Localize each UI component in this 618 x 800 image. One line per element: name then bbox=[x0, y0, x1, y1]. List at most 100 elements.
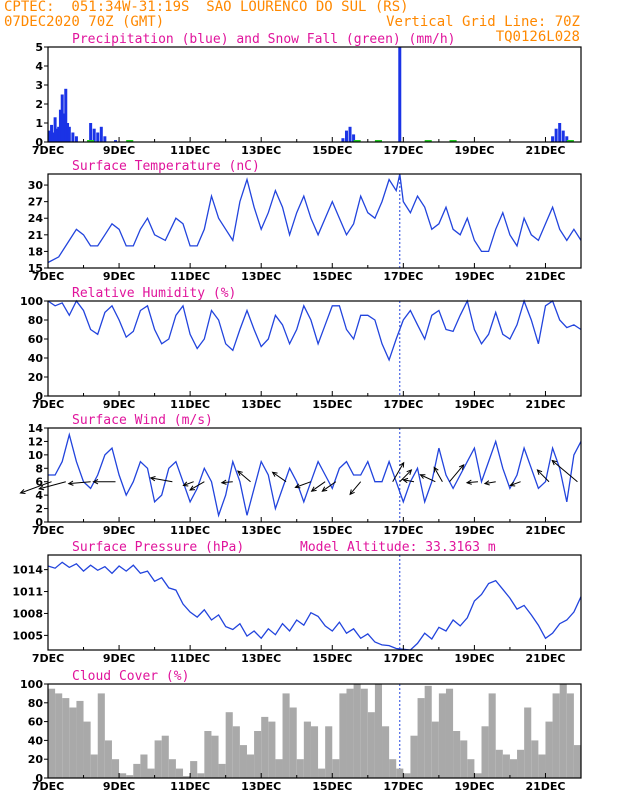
wind-arrowhead bbox=[38, 485, 45, 491]
cloud-bar bbox=[467, 759, 475, 778]
x-tick-label: 19DEC bbox=[454, 780, 494, 793]
wind-vector bbox=[510, 481, 521, 486]
y-tick-label: 0 bbox=[35, 772, 43, 785]
wind-arrowhead bbox=[310, 486, 317, 492]
x-tick-label: 19DEC bbox=[454, 524, 494, 537]
precip-bar bbox=[348, 126, 352, 142]
precip-bar bbox=[551, 136, 555, 142]
cloud-bar bbox=[303, 721, 311, 778]
cloud-bar bbox=[254, 731, 262, 778]
wind-arrowhead bbox=[189, 485, 196, 491]
x-tick-label: 15DEC bbox=[312, 398, 352, 411]
x-tick-label: 21DEC bbox=[525, 398, 565, 411]
wind-arrowhead bbox=[19, 489, 26, 494]
x-tick-label: 7DEC bbox=[32, 524, 64, 537]
series-line bbox=[48, 432, 582, 518]
cloud-bar bbox=[246, 754, 255, 778]
x-tick-label: 13DEC bbox=[241, 398, 281, 411]
precip-bar bbox=[57, 126, 61, 142]
wind-arrowhead bbox=[402, 477, 409, 484]
cloud-bar bbox=[97, 693, 105, 778]
cloud-bar bbox=[495, 749, 503, 778]
cloud-bar bbox=[382, 726, 390, 778]
cloud-bar bbox=[559, 684, 567, 778]
cloud-bar bbox=[147, 768, 155, 778]
wind-arrowhead bbox=[220, 479, 227, 485]
header-date: 07DEC2020 70Z (GMT) bbox=[4, 14, 165, 30]
y-tick-label: 80 bbox=[28, 697, 44, 710]
cloud-bar bbox=[332, 759, 340, 778]
precip-bar bbox=[561, 130, 565, 142]
cloud-bar bbox=[183, 776, 191, 778]
wind-arrowhead bbox=[271, 471, 278, 477]
precip-bar bbox=[114, 140, 118, 142]
panel-0: 0 1 2 3 4 5 7DEC 9DEC 11DEC 13DEC 15DEC 17DEC 19DEC 2… bbox=[32, 32, 582, 157]
x-tick-label: 15DEC bbox=[312, 652, 352, 665]
series-line bbox=[47, 173, 582, 264]
panel-5: 0 20 40 60 80 100 7DEC 9DEC 11DEC 13DEC 15DEC 17DEC… bbox=[20, 669, 582, 793]
cloud-bar bbox=[161, 735, 169, 778]
cloud-bar bbox=[232, 726, 240, 778]
cloud-bar bbox=[566, 693, 574, 778]
wind-vector bbox=[68, 481, 91, 485]
cloud-bar bbox=[204, 731, 212, 778]
wind-arrowhead bbox=[149, 476, 156, 482]
wind-arrowhead bbox=[465, 479, 472, 485]
cloud-bar bbox=[90, 754, 98, 778]
cloud-bar bbox=[353, 684, 361, 778]
wind-vector bbox=[551, 460, 578, 483]
y-tick-label: 20 bbox=[28, 371, 44, 384]
wind-arrowhead bbox=[92, 479, 99, 485]
precip-bar bbox=[62, 113, 66, 142]
cloud-bar bbox=[367, 712, 375, 778]
cloud-bar bbox=[225, 712, 233, 778]
cloud-bar bbox=[55, 693, 63, 778]
x-tick-label: 9DEC bbox=[103, 144, 135, 157]
y-tick-label: 2 bbox=[35, 503, 43, 516]
panel-title: Relative Humidity (%) bbox=[72, 286, 236, 301]
cloud-bar bbox=[524, 707, 532, 778]
cloud-bar bbox=[410, 735, 418, 778]
wind-vector bbox=[433, 467, 443, 482]
x-tick-label: 17DEC bbox=[383, 144, 423, 157]
y-tick-label: 0 bbox=[35, 390, 43, 403]
cloud-bar bbox=[111, 759, 120, 778]
cloud-bar bbox=[140, 754, 148, 778]
y-tick-label: 14 bbox=[28, 422, 44, 435]
y-tick-label: 0 bbox=[35, 516, 43, 529]
plot-frame bbox=[47, 46, 582, 143]
cloud-bar bbox=[168, 759, 176, 778]
precip-bar bbox=[92, 128, 96, 142]
wind-arrowhead bbox=[509, 481, 516, 487]
cloud-bar bbox=[481, 726, 489, 778]
precip-bar bbox=[341, 138, 345, 142]
wind-vector bbox=[183, 481, 194, 486]
precip-bar bbox=[64, 88, 68, 142]
cloud-bar bbox=[318, 768, 326, 778]
x-tick-label: 13DEC bbox=[241, 270, 281, 283]
panel-title: Precipitation (blue) and Snow Fall (gree… bbox=[72, 32, 456, 47]
panel-title: Cloud Cover (%) bbox=[72, 669, 189, 684]
precip-bar bbox=[554, 128, 558, 142]
plot-frame bbox=[47, 173, 582, 269]
panel-1: 15 18 21 24 27 30 7DEC 9DEC 11DEC 13DEC 15DEC 17DEC… bbox=[28, 159, 582, 283]
y-tick-label: 100 bbox=[20, 295, 43, 308]
plot-frame bbox=[47, 683, 582, 779]
precip-bar bbox=[58, 109, 62, 142]
x-tick-label: 11DEC bbox=[170, 652, 210, 665]
cloud-bar bbox=[239, 745, 247, 778]
precip-bar bbox=[53, 117, 57, 142]
panel-2: 0 20 40 60 80 100 7DEC 9DEC 11DEC 13DEC 15DEC 17DEC… bbox=[20, 286, 582, 411]
x-tick-label: 17DEC bbox=[383, 398, 423, 411]
cloud-bar bbox=[460, 740, 468, 778]
wind-vector bbox=[39, 481, 66, 490]
wind-arrowhead bbox=[433, 466, 439, 473]
cloud-bar bbox=[389, 759, 397, 778]
cloud-bar bbox=[126, 775, 134, 778]
cloud-bar bbox=[119, 773, 127, 778]
cloud-bar bbox=[62, 698, 70, 778]
x-tick-label: 11DEC bbox=[170, 398, 210, 411]
wind-vector bbox=[403, 479, 415, 483]
cloud-bar bbox=[197, 773, 205, 778]
wind-arrowhead bbox=[551, 459, 558, 466]
